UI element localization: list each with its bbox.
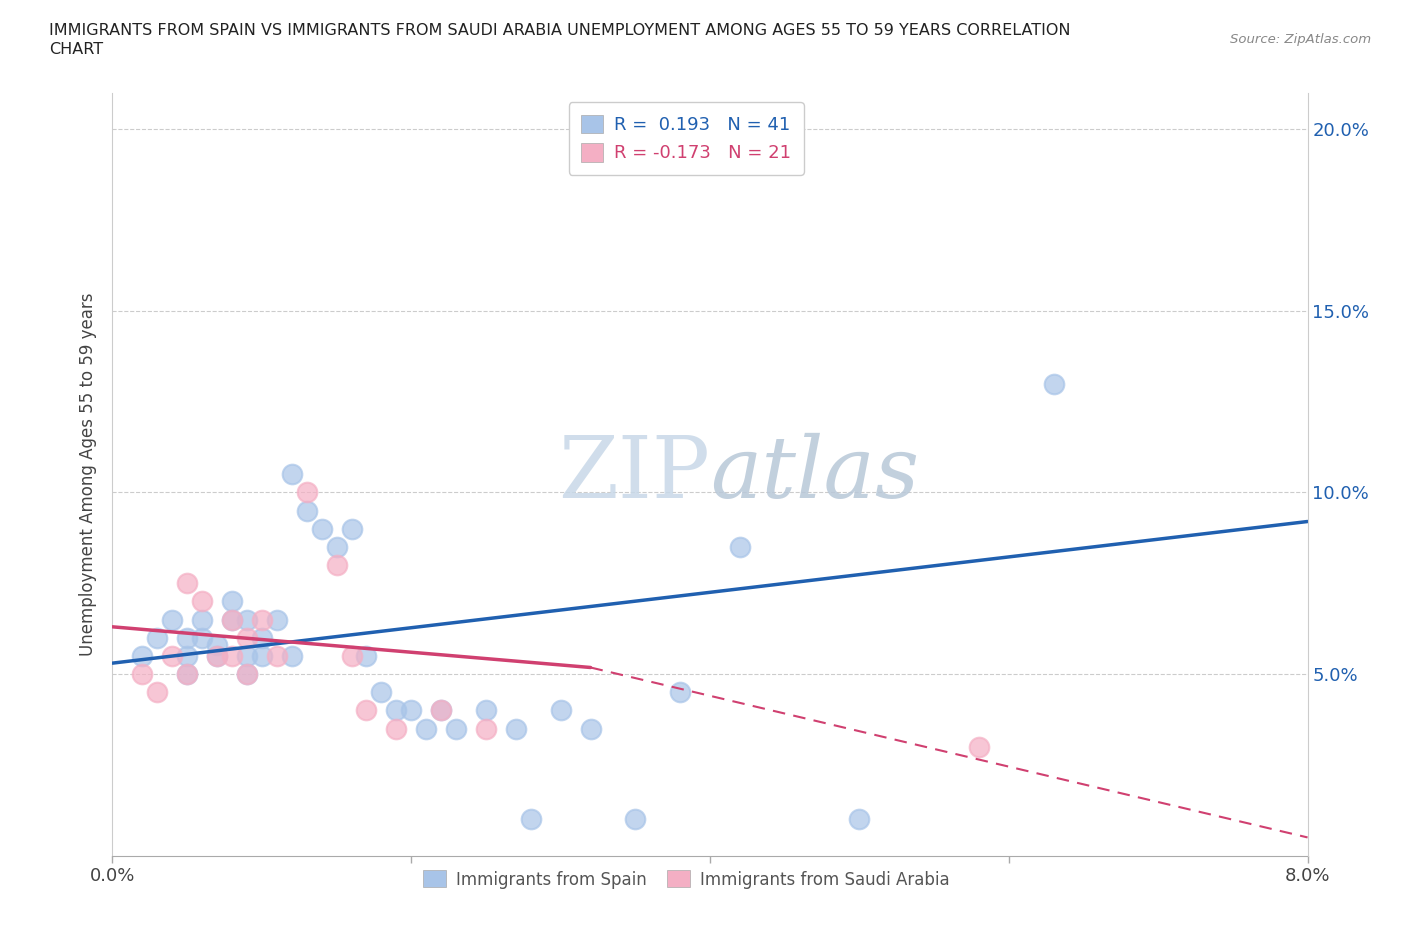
Point [176, 576, 198, 591]
Point [236, 667, 259, 682]
Point [191, 594, 214, 609]
Text: ZIP: ZIP [558, 432, 710, 516]
Point [550, 703, 572, 718]
Point [191, 631, 214, 645]
Point [340, 522, 363, 537]
Point [385, 703, 408, 718]
Point [444, 721, 467, 736]
Point [340, 648, 363, 663]
Text: Source: ZipAtlas.com: Source: ZipAtlas.com [1230, 33, 1371, 46]
Point [236, 631, 259, 645]
Point [162, 612, 183, 627]
Point [131, 667, 153, 682]
Point [356, 703, 378, 718]
Point [162, 648, 183, 663]
Point [205, 648, 228, 663]
Legend: Immigrants from Spain, Immigrants from Saudi Arabia: Immigrants from Spain, Immigrants from S… [415, 862, 957, 897]
Point [250, 612, 273, 627]
Point [295, 485, 318, 500]
Point [415, 721, 437, 736]
Point [1042, 376, 1064, 391]
Point [281, 467, 304, 482]
Point [146, 684, 169, 699]
Point [250, 648, 273, 663]
Point [250, 631, 273, 645]
Point [146, 631, 169, 645]
Point [236, 667, 259, 682]
Text: CHART: CHART [49, 42, 103, 57]
Point [624, 812, 647, 827]
Point [325, 558, 347, 573]
Point [266, 648, 288, 663]
Point [281, 648, 304, 663]
Point [311, 522, 333, 537]
Point [176, 667, 198, 682]
Point [131, 648, 153, 663]
Point [176, 631, 198, 645]
Point [579, 721, 602, 736]
Text: atlas: atlas [710, 433, 920, 515]
Point [669, 684, 692, 699]
Point [221, 648, 243, 663]
Point [295, 503, 318, 518]
Point [475, 721, 498, 736]
Point [205, 638, 228, 653]
Point [236, 612, 259, 627]
Y-axis label: Unemployment Among Ages 55 to 59 years: Unemployment Among Ages 55 to 59 years [79, 293, 97, 656]
Point [191, 612, 214, 627]
Text: IMMIGRANTS FROM SPAIN VS IMMIGRANTS FROM SAUDI ARABIA UNEMPLOYMENT AMONG AGES 55: IMMIGRANTS FROM SPAIN VS IMMIGRANTS FROM… [49, 23, 1071, 38]
Point [505, 721, 527, 736]
Point [325, 539, 347, 554]
Point [356, 648, 378, 663]
Point [205, 648, 228, 663]
Point [370, 684, 392, 699]
Point [221, 612, 243, 627]
Point [430, 703, 453, 718]
Point [236, 648, 259, 663]
Point [728, 539, 751, 554]
Point [475, 703, 498, 718]
Point [176, 667, 198, 682]
Point [266, 612, 288, 627]
Point [430, 703, 453, 718]
Point [848, 812, 870, 827]
Point [401, 703, 423, 718]
Point [520, 812, 543, 827]
Point [221, 594, 243, 609]
Point [385, 721, 408, 736]
Point [221, 612, 243, 627]
Point [967, 739, 990, 754]
Point [176, 648, 198, 663]
